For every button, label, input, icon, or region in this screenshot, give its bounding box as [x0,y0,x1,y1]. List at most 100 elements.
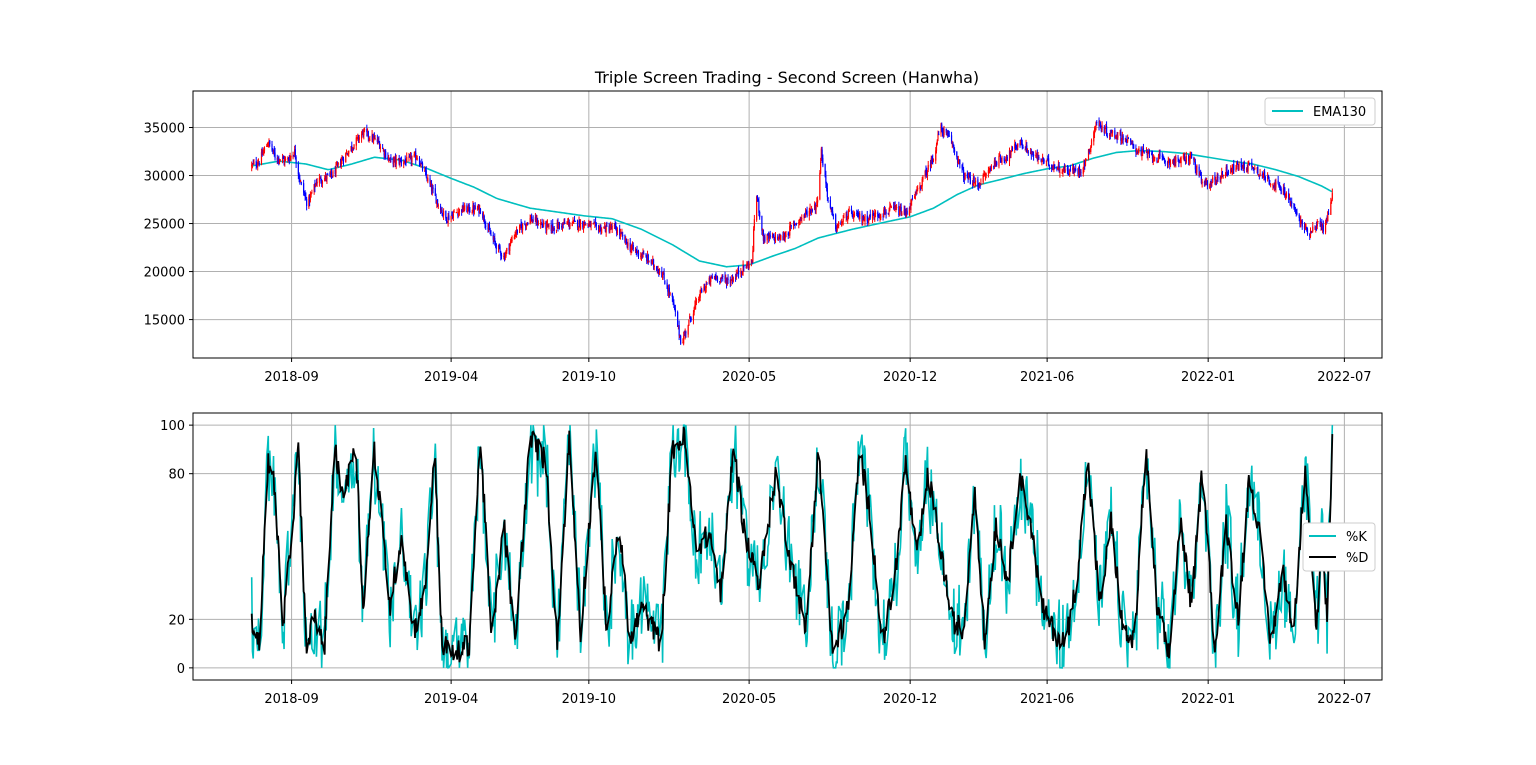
candle-down [1159,153,1161,156]
candle-down [1252,167,1254,170]
candle-down [977,179,979,187]
candle-down [495,243,497,250]
candle-down [304,194,306,197]
candle-up [1121,134,1123,141]
candle-up [1062,170,1064,173]
candle-down [1314,227,1316,229]
candle-up [1001,157,1003,163]
candle-down [552,223,554,230]
candle-down [1198,166,1200,176]
candle-down [1151,153,1153,156]
candle-up [845,212,847,218]
candle-up [476,208,479,210]
candle-down [672,297,674,303]
candle-down [615,225,617,231]
d-line [250,426,1334,663]
candle-down [373,135,375,138]
candle-down [969,175,971,177]
candle-up [555,229,558,231]
candle-down [827,197,829,199]
candle-up [750,259,752,264]
candle-up [515,233,517,235]
candle-down [867,220,869,222]
candle-down [878,215,880,217]
candle-down [1032,154,1035,156]
candle-up [848,210,850,212]
candle-down [953,149,956,152]
candle-up [640,254,643,257]
candle-up [964,172,966,180]
stochastic-x-tick-label: 2020-05 [722,692,776,707]
candle-down [330,171,333,176]
candle-down [608,226,610,232]
candle-up [348,150,350,154]
candle-up [716,276,718,279]
candle-down [524,223,526,225]
stochastic-lines [250,424,1334,669]
candle-down [788,233,790,235]
candle-up [1190,153,1192,156]
candle-up [896,206,898,208]
candle-down [961,164,963,169]
candle-down [273,149,275,154]
candle-up [922,176,924,180]
candle-up [1172,159,1174,164]
candle-down [636,249,638,253]
candle-up [598,228,600,232]
candle-up [579,222,582,229]
candle-down [856,212,858,214]
candle-up [350,146,352,151]
candle-down [643,253,645,255]
candle-down [1132,144,1134,146]
candle-down [1298,214,1300,219]
candle-down [646,255,648,262]
candle-down [1146,152,1148,155]
candle-down [994,161,996,167]
candle-up [337,162,339,165]
candle-up [725,278,727,280]
candle-up [1312,226,1314,232]
candle-down [953,145,955,150]
candle-up [1169,163,1172,165]
candle-down [671,293,673,298]
candle-up [1282,188,1285,195]
candle-up [363,129,366,131]
candle-down [1054,164,1056,168]
candle-down [641,254,643,258]
price-y-ticks: 15000 20000 25000 30000 35000 [144,121,193,329]
candle-down [445,210,447,219]
candle-down [1178,162,1181,164]
candle-up [309,195,311,201]
candle-down [1291,201,1293,204]
candle-up [1031,153,1033,155]
candle-up [1275,181,1277,188]
candle-down [331,176,333,178]
candle-down [1221,171,1224,177]
candle-down [388,159,391,161]
candle-down [385,151,387,158]
candle-down [904,210,906,214]
candle-up [534,217,537,221]
candle-down [877,215,880,217]
candle-down [1067,169,1069,174]
candle-down [547,224,549,227]
candle-down [1194,161,1196,170]
candle-down [767,233,769,236]
candle-up [324,175,327,179]
candle-up [926,170,929,177]
price-legend: EMA130 [1264,97,1376,126]
candle-down [520,223,522,227]
candle-up [1273,182,1275,188]
candle-up [1089,150,1091,152]
stochastic-x-tick-label: 2021-06 [1020,692,1074,707]
candle-down [1214,176,1216,181]
candle-down [294,149,296,159]
candle-down [1306,226,1308,230]
candle-down [1174,160,1176,164]
candle-up [652,260,654,262]
candle-down [873,215,875,220]
candle-down [1327,213,1330,215]
candle-up [601,229,603,234]
candle-down [722,276,724,278]
candle-down [885,211,887,214]
